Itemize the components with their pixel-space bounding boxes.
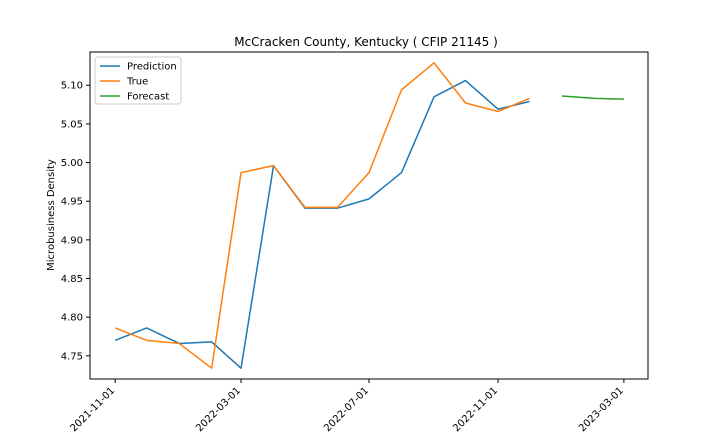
legend: Prediction True Forecast	[94, 56, 182, 105]
legend-label-prediction: Prediction	[127, 62, 177, 73]
series-line-true	[114, 62, 530, 369]
legend-label-forecast: Forecast	[127, 92, 169, 103]
y-axis: 4.75 4.80 4.85 4.90 4.95 5.00 5.05 5.10	[61, 81, 90, 362]
y-tick-label: 4.85	[61, 274, 83, 285]
y-tick-label: 4.80	[61, 313, 83, 324]
x-axis: 2021-11-01 2022-03-01 2022-07-01 2022-11-01…	[68, 379, 626, 432]
y-tick-label: 4.95	[61, 197, 83, 208]
series-line-forecast	[561, 95, 624, 100]
y-tick-label: 4.75	[61, 351, 83, 362]
chart-title: McCracken County, Kentucky ( CFIP 21145 …	[234, 35, 498, 49]
y-axis-label: Microbusiness Density	[46, 159, 57, 271]
x-tick-label: 2022-11-01	[451, 385, 500, 432]
x-tick-label: 2021-11-01	[68, 385, 117, 432]
legend-label-true: True	[126, 77, 148, 88]
y-tick-label: 4.90	[61, 235, 83, 246]
x-tick-label: 2022-03-01	[194, 385, 243, 432]
y-tick-label: 5.10	[61, 81, 83, 92]
series-line-prediction	[114, 79, 530, 369]
series-layer	[114, 62, 624, 369]
y-tick-label: 5.05	[61, 119, 83, 130]
y-tick-label: 5.00	[61, 158, 83, 169]
legend-box	[94, 56, 182, 105]
x-tick-label: 2023-03-01	[577, 385, 626, 432]
x-tick-label: 2022-07-01	[322, 385, 371, 432]
